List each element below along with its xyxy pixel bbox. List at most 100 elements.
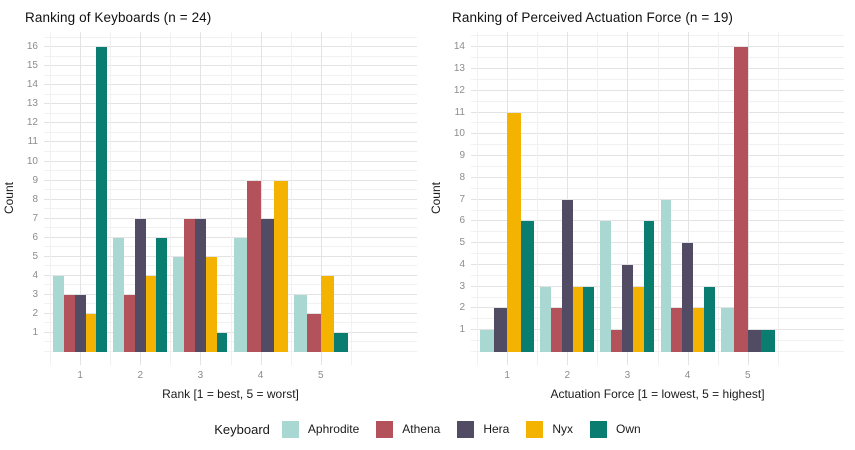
bar-athena	[63, 294, 75, 352]
y-axis-title-text: Count	[2, 182, 16, 215]
bar-nyx	[205, 256, 217, 352]
y-tick-label: 9	[459, 150, 465, 162]
x-tick-label: 1	[504, 370, 510, 381]
gridline-major	[747, 32, 749, 365]
bar-hera	[682, 243, 693, 352]
y-tick-label: 6	[32, 231, 38, 243]
bar-nyx	[692, 308, 704, 352]
y-tick-label: 9	[32, 174, 38, 186]
x-tick-label: 2	[137, 370, 144, 381]
legend-label: Hera	[483, 422, 510, 436]
y-axis-ticks: 1 2 3 4 5 6 7 8 9 10 11 12 13 14	[445, 32, 471, 365]
panel-actuation-force-ranking: Ranking of Perceived Actuation Force (n …	[427, 0, 854, 408]
x-tick-label: 2	[564, 370, 571, 381]
x-tick-label: 5	[317, 370, 324, 381]
bar-group-2	[540, 32, 595, 352]
y-axis-ticks: 1 2 3 4 5 6 7 8 9 10 11 12 13 14 15 16	[18, 32, 44, 365]
gridline-major	[627, 32, 629, 365]
y-axis-title-text: Count	[429, 182, 443, 215]
gridline-minor	[777, 32, 779, 365]
y-tick-label: 4	[459, 258, 465, 270]
gridline-minor	[230, 32, 232, 365]
gridline-minor	[477, 32, 479, 365]
gridline-minor	[717, 32, 719, 365]
bar-hera	[622, 264, 633, 352]
y-tick-label: 13	[453, 63, 465, 75]
bar-aphrodite	[293, 294, 308, 352]
gridline-major	[80, 32, 82, 365]
bar-aphrodite	[660, 199, 672, 352]
gridline-minor	[597, 32, 599, 365]
legend-item-athena: Athena	[376, 420, 441, 438]
y-tick-label: 16	[26, 41, 38, 53]
legend-item-own: Own	[590, 420, 641, 438]
gridline-major	[320, 32, 322, 365]
y-axis-title: Count	[0, 32, 18, 365]
bar-athena	[307, 313, 321, 352]
bar-own	[520, 221, 535, 352]
bar-hera	[74, 294, 86, 352]
y-tick-label: 2	[459, 302, 465, 314]
plot-area	[471, 32, 844, 365]
bar-group-1	[480, 32, 535, 352]
legend-label: Athena	[402, 422, 441, 436]
legend-label: Own	[616, 422, 641, 436]
bar-nyx	[274, 180, 288, 352]
gridline-major	[687, 32, 689, 365]
bar-nyx	[507, 112, 521, 352]
y-tick-label: 5	[32, 250, 38, 262]
legend-label: Aphrodite	[307, 422, 360, 436]
bar-group-2	[113, 32, 168, 352]
y-tick-label: 14	[453, 41, 465, 53]
y-tick-label: 12	[26, 117, 38, 129]
legend-swatch-hera	[457, 420, 475, 438]
bar-group-3	[173, 32, 228, 352]
bar-own	[216, 332, 228, 352]
y-tick-label: 15	[26, 60, 38, 72]
x-tick-label: 1	[77, 370, 83, 381]
legend-item-aphrodite: Aphrodite	[281, 420, 360, 438]
y-tick-label: 13	[26, 98, 38, 110]
x-tick-label: 3	[624, 370, 631, 381]
legend-label: Nyx	[552, 422, 574, 436]
bar-athena	[611, 330, 622, 352]
legend-item-hera: Hera	[457, 420, 510, 438]
y-tick-label: 8	[32, 193, 38, 205]
bar-nyx	[85, 313, 97, 352]
y-tick-label: 8	[459, 171, 465, 183]
bar-hera	[493, 308, 508, 352]
bar-aphrodite	[480, 330, 494, 352]
legend-title: Keyboard	[214, 421, 270, 437]
bar-aphrodite	[540, 286, 551, 352]
y-tick-label: 11	[27, 136, 38, 148]
bar-own	[761, 330, 775, 352]
bar-aphrodite	[600, 221, 612, 352]
y-tick-label: 2	[32, 307, 38, 319]
x-axis-ticks: 1 2 3 4 5	[44, 365, 417, 385]
bar-hera	[260, 218, 275, 352]
bar-group-1	[53, 32, 108, 352]
x-tick-label: 4	[684, 370, 691, 381]
legend-swatch-aphrodite	[281, 420, 299, 438]
x-tick-label: 3	[197, 370, 204, 381]
gridline-minor	[657, 32, 659, 365]
bar-aphrodite	[173, 256, 185, 352]
legend-swatch-own	[590, 420, 608, 438]
legend: Keyboard Aphrodite Athena Hera Nyx Own	[0, 408, 855, 450]
y-tick-label: 4	[32, 269, 38, 281]
y-tick-label: 3	[459, 280, 465, 292]
y-tick-label: 1	[459, 324, 465, 336]
bar-nyx	[572, 286, 584, 352]
chart-title: Ranking of Keyboards (n = 24)	[25, 10, 212, 25]
plot-area	[44, 32, 417, 365]
bar-aphrodite	[113, 237, 124, 352]
bar-athena	[671, 308, 683, 352]
y-tick-label: 12	[453, 84, 465, 96]
bar-aphrodite	[720, 308, 735, 352]
bar-own	[156, 237, 168, 352]
y-tick-label: 14	[26, 79, 38, 91]
y-tick-label: 7	[459, 193, 465, 205]
bar-aphrodite	[53, 275, 64, 352]
